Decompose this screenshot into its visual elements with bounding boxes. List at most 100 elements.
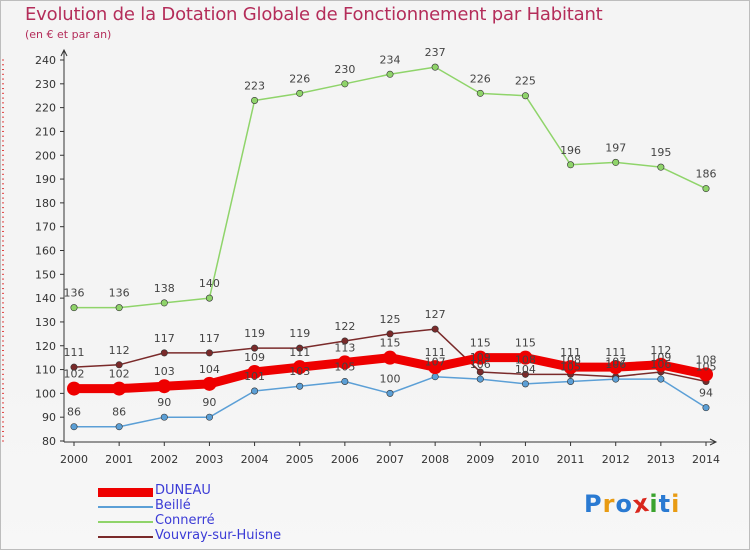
data-point [296,382,304,390]
data-label: 196 [560,144,581,157]
y-minor-mark [2,430,4,432]
data-labels: 136 136 138 140 223 226 230 234 237 226 225 196 197 1… [64,46,717,419]
data-label: 122 [334,320,355,333]
y-minor-mark [2,159,4,161]
chart-subtitle: (en € et par an) [25,28,112,41]
data-point [567,161,575,169]
y-minor-mark [2,307,4,309]
data-point [202,376,217,391]
y-minor-mark [2,59,4,61]
data-point [563,360,578,375]
data-label: 86 [67,406,81,419]
data-point [431,63,439,71]
y-minor-mark [2,121,4,123]
y-minor-mark [2,240,4,242]
x-tick-label: 2006 [331,453,359,466]
y-minor-mark [2,111,4,113]
data-point [70,304,78,312]
x-tick-label: 2011 [557,453,585,466]
data-label: 112 [650,344,671,357]
data-label: 119 [289,327,310,340]
data-label: 117 [199,332,220,345]
data-point [205,349,213,357]
x-axis-arrow [709,438,718,446]
y-minor-mark [2,316,4,318]
data-point [476,375,484,383]
data-point [518,350,533,365]
y-minor-mark [2,340,4,342]
data-point [341,80,349,88]
y-minor-mark [2,435,4,437]
y-minor-mark [2,354,4,356]
y-minor-mark [2,88,4,90]
x-tick-label: 2005 [286,453,314,466]
data-point [251,344,259,352]
data-point [70,423,78,431]
data-point [653,357,668,372]
legend-swatch [98,521,153,523]
data-label: 113 [334,341,355,354]
y-tick-label: 230 [35,78,56,91]
data-label: 237 [425,46,446,59]
y-minor-mark [2,145,4,147]
logo-letter: i [671,490,681,518]
x-tick-label: 2002 [150,453,178,466]
y-minor-mark [2,292,4,294]
x-tick-label: 2004 [241,453,269,466]
y-minor-mark [2,297,4,299]
y-tick-label: 180 [35,197,56,210]
data-point [115,304,123,312]
data-point [521,380,529,388]
y-minor-mark [2,235,4,237]
data-point [386,330,394,338]
y-minor-mark [2,350,4,352]
y-minor-mark [2,359,4,361]
data-label: 195 [650,146,671,159]
data-label: 108 [696,353,717,366]
data-point [160,299,168,307]
data-point [521,92,529,100]
y-minor-mark [2,288,4,290]
data-label: 90 [157,396,171,409]
data-point [612,158,620,166]
x-tick-label: 2013 [647,453,675,466]
data-point [521,370,529,378]
data-point [341,377,349,385]
y-minor-mark [2,330,4,332]
y-minor-mark [2,69,4,71]
data-point [251,96,259,104]
logo-letter: r [602,490,616,518]
data-label: 94 [699,387,713,400]
data-label: 127 [425,308,446,321]
data-label: 112 [109,344,130,357]
y-minor-mark [2,326,4,328]
data-point [567,377,575,385]
y-minor-mark [2,345,4,347]
data-label: 105 [696,360,717,373]
data-label: 106 [650,358,671,371]
data-point [67,381,81,396]
data-point [702,185,710,193]
data-label: 226 [470,72,491,85]
data-label: 117 [154,332,175,345]
data-label: 225 [515,75,536,88]
data-point [115,361,123,369]
y-tick-label: 100 [35,387,56,400]
y-minor-mark [2,149,4,151]
y-minor-mark [2,407,4,409]
x-tick-label: 2003 [195,453,223,466]
data-label: 186 [696,168,717,181]
data-label: 234 [380,53,401,66]
legend-swatch [98,536,153,538]
data-label: 136 [109,287,130,300]
data-label: 100 [380,372,401,385]
y-minor-mark [2,269,4,271]
data-point [70,363,78,371]
data-point [247,364,262,379]
y-tick-label: 120 [35,340,56,353]
y-minor-mark [2,211,4,213]
data-label: 115 [470,337,491,350]
data-point [251,387,259,395]
